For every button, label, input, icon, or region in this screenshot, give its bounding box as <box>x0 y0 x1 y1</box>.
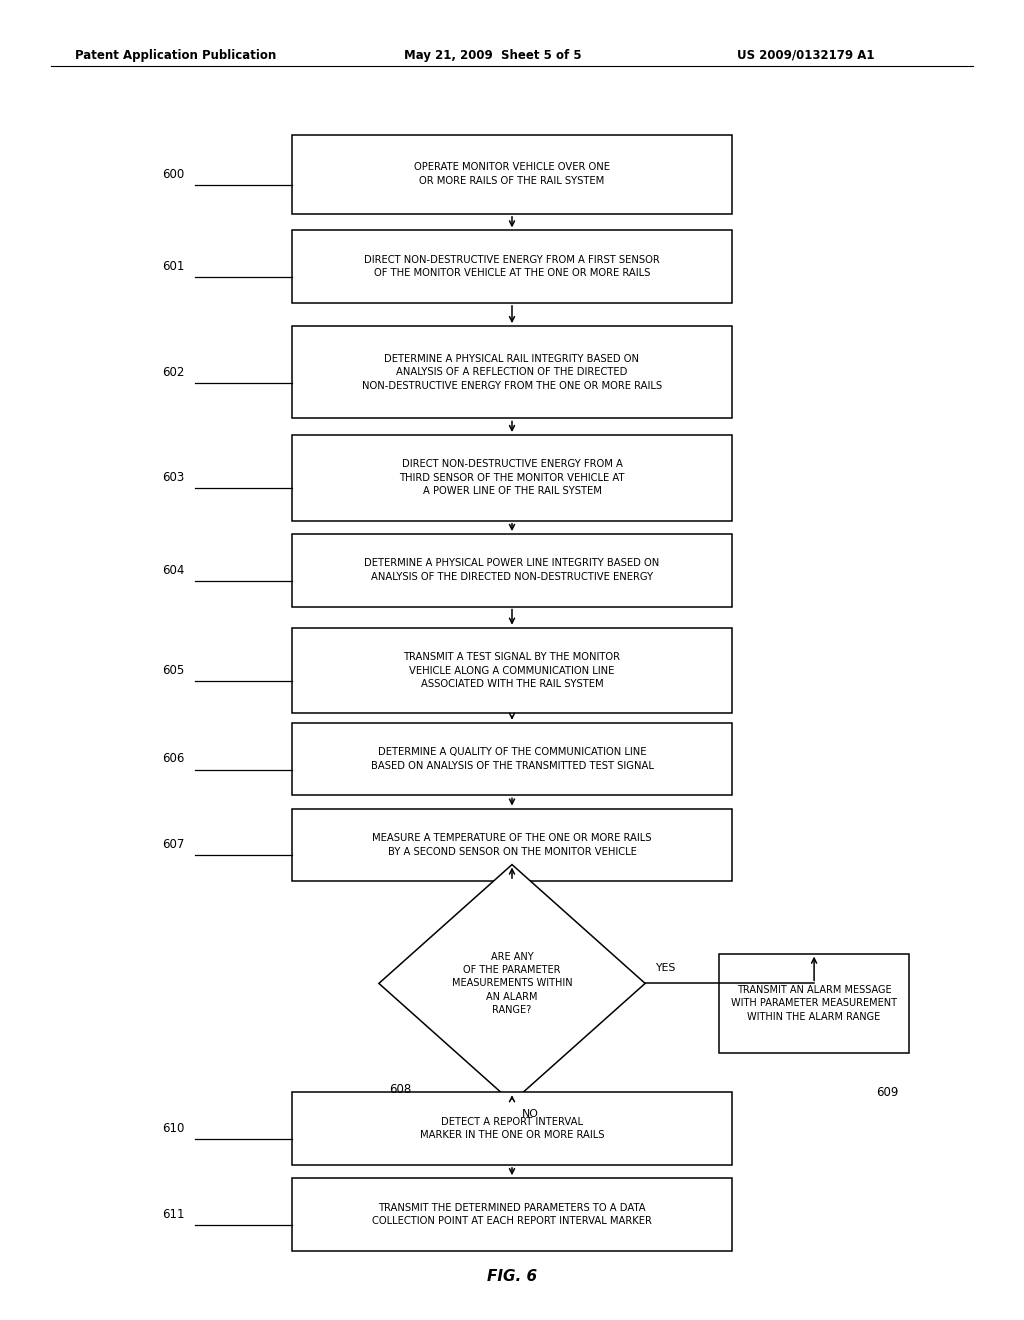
Text: TRANSMIT THE DETERMINED PARAMETERS TO A DATA
COLLECTION POINT AT EACH REPORT INT: TRANSMIT THE DETERMINED PARAMETERS TO A … <box>372 1203 652 1226</box>
Text: 608: 608 <box>389 1082 412 1096</box>
Text: Patent Application Publication: Patent Application Publication <box>75 49 276 62</box>
FancyBboxPatch shape <box>292 628 732 713</box>
Text: 602: 602 <box>162 366 184 379</box>
Text: TRANSMIT AN ALARM MESSAGE
WITH PARAMETER MEASUREMENT
WITHIN THE ALARM RANGE: TRANSMIT AN ALARM MESSAGE WITH PARAMETER… <box>731 985 897 1022</box>
Text: 607: 607 <box>162 838 184 851</box>
Text: ARE ANY
OF THE PARAMETER
MEASUREMENTS WITHIN
AN ALARM
RANGE?: ARE ANY OF THE PARAMETER MEASUREMENTS WI… <box>452 952 572 1015</box>
FancyBboxPatch shape <box>292 434 732 520</box>
FancyBboxPatch shape <box>292 230 732 302</box>
Text: 609: 609 <box>877 1085 899 1098</box>
Text: May 21, 2009  Sheet 5 of 5: May 21, 2009 Sheet 5 of 5 <box>404 49 582 62</box>
Text: 606: 606 <box>162 752 184 766</box>
FancyBboxPatch shape <box>292 1177 732 1251</box>
Text: DETERMINE A PHYSICAL POWER LINE INTEGRITY BASED ON
ANALYSIS OF THE DIRECTED NON-: DETERMINE A PHYSICAL POWER LINE INTEGRIT… <box>365 558 659 582</box>
FancyBboxPatch shape <box>292 1093 732 1166</box>
Text: DETERMINE A QUALITY OF THE COMMUNICATION LINE
BASED ON ANALYSIS OF THE TRANSMITT: DETERMINE A QUALITY OF THE COMMUNICATION… <box>371 747 653 771</box>
FancyBboxPatch shape <box>292 533 732 607</box>
Text: DIRECT NON-DESTRUCTIVE ENERGY FROM A
THIRD SENSOR OF THE MONITOR VEHICLE AT
A PO: DIRECT NON-DESTRUCTIVE ENERGY FROM A THI… <box>399 459 625 496</box>
Text: 601: 601 <box>162 260 184 273</box>
Text: 611: 611 <box>162 1208 184 1221</box>
FancyBboxPatch shape <box>292 723 732 795</box>
Text: 600: 600 <box>162 168 184 181</box>
Text: DIRECT NON-DESTRUCTIVE ENERGY FROM A FIRST SENSOR
OF THE MONITOR VEHICLE AT THE : DIRECT NON-DESTRUCTIVE ENERGY FROM A FIR… <box>365 255 659 279</box>
Text: TRANSMIT A TEST SIGNAL BY THE MONITOR
VEHICLE ALONG A COMMUNICATION LINE
ASSOCIA: TRANSMIT A TEST SIGNAL BY THE MONITOR VE… <box>403 652 621 689</box>
Text: US 2009/0132179 A1: US 2009/0132179 A1 <box>737 49 874 62</box>
Text: OPERATE MONITOR VEHICLE OVER ONE
OR MORE RAILS OF THE RAIL SYSTEM: OPERATE MONITOR VEHICLE OVER ONE OR MORE… <box>414 162 610 186</box>
Polygon shape <box>379 865 645 1102</box>
FancyBboxPatch shape <box>719 953 909 1053</box>
Text: YES: YES <box>655 962 676 973</box>
Text: NO: NO <box>522 1109 539 1119</box>
Text: 603: 603 <box>162 471 184 484</box>
Text: 604: 604 <box>162 564 184 577</box>
Text: FIG. 6: FIG. 6 <box>487 1269 537 1284</box>
Text: DETERMINE A PHYSICAL RAIL INTEGRITY BASED ON
ANALYSIS OF A REFLECTION OF THE DIR: DETERMINE A PHYSICAL RAIL INTEGRITY BASE… <box>361 354 663 391</box>
Text: 605: 605 <box>162 664 184 677</box>
FancyBboxPatch shape <box>292 808 732 882</box>
FancyBboxPatch shape <box>292 135 732 214</box>
Text: 610: 610 <box>162 1122 184 1135</box>
FancyBboxPatch shape <box>292 326 732 418</box>
Text: MEASURE A TEMPERATURE OF THE ONE OR MORE RAILS
BY A SECOND SENSOR ON THE MONITOR: MEASURE A TEMPERATURE OF THE ONE OR MORE… <box>373 833 651 857</box>
Text: DETECT A REPORT INTERVAL
MARKER IN THE ONE OR MORE RAILS: DETECT A REPORT INTERVAL MARKER IN THE O… <box>420 1117 604 1140</box>
